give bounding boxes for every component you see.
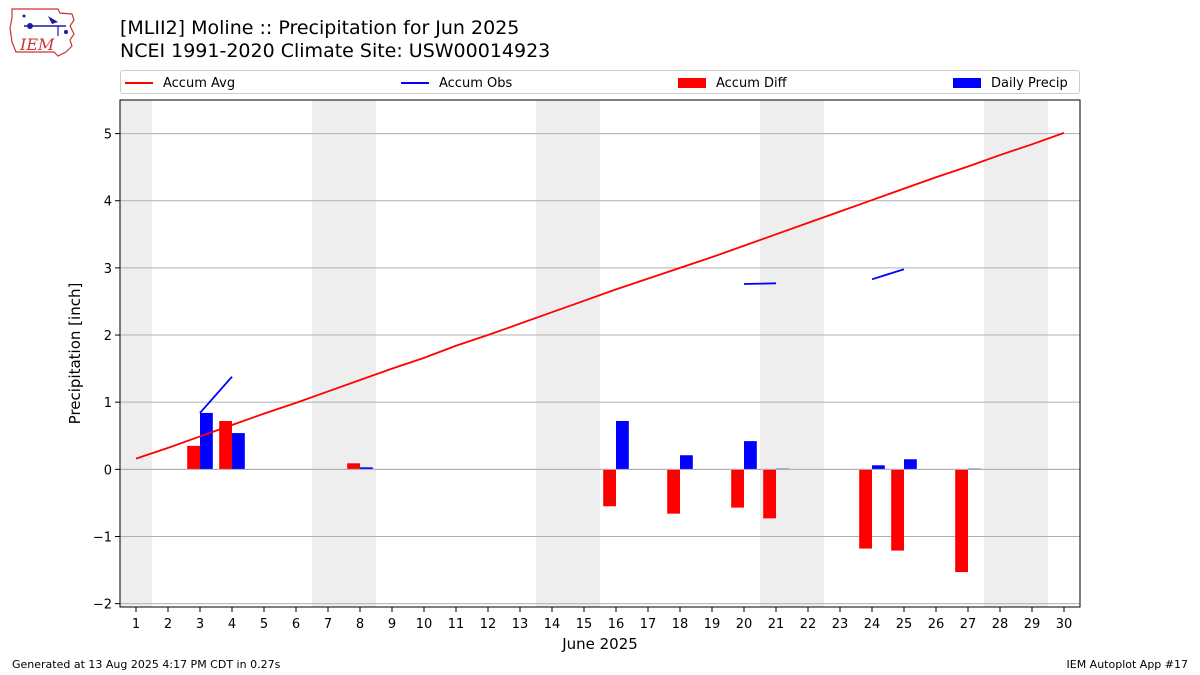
x-tick-label-15: 15 bbox=[576, 617, 593, 632]
accum-obs-segment-2 bbox=[871, 268, 905, 281]
daily-precip-bar-day-3 bbox=[200, 412, 213, 470]
legend-label-accum-avg: Accum Avg bbox=[163, 75, 236, 91]
x-tick-label-19: 19 bbox=[704, 617, 721, 632]
x-tick-label-4: 4 bbox=[228, 617, 236, 632]
y-tick-label-2: 0 bbox=[104, 463, 112, 478]
logo-text: IEM bbox=[19, 35, 55, 54]
y-tick-label-3: 1 bbox=[104, 396, 112, 411]
y-axis-label: Precipitation [inch] bbox=[66, 283, 84, 425]
x-tick-label-13: 13 bbox=[512, 617, 529, 632]
x-tick-label-22: 22 bbox=[800, 617, 817, 632]
x-tick-label-10: 10 bbox=[416, 617, 433, 632]
weekend-band-8 bbox=[344, 100, 376, 607]
legend-swatch-daily-precip bbox=[953, 78, 981, 88]
legend-item-daily-precip: Daily Precip bbox=[953, 74, 1068, 92]
legend-item-accum-diff: Accum Diff bbox=[678, 74, 787, 92]
weekend-shading bbox=[120, 100, 1048, 607]
weekend-band-28 bbox=[984, 100, 1016, 607]
y-tick-label-6: 4 bbox=[104, 195, 112, 210]
x-tick-label-8: 8 bbox=[356, 617, 364, 632]
x-tick-label-17: 17 bbox=[640, 617, 657, 632]
accum-diff-bar-day-21 bbox=[763, 469, 776, 519]
legend: Accum Avg Accum Obs Accum Diff Daily Pre… bbox=[120, 70, 1080, 94]
accum-obs-segment-0 bbox=[199, 376, 233, 414]
legend-swatch-accum-obs bbox=[401, 82, 429, 84]
legend-item-accum-avg: Accum Avg bbox=[125, 74, 235, 92]
lines bbox=[135, 132, 1065, 460]
daily-precip-bar-day-18 bbox=[680, 455, 693, 470]
y-tick-label-0: −2 bbox=[93, 598, 112, 613]
x-tick-label-12: 12 bbox=[480, 617, 497, 632]
footer-generated: Generated at 13 Aug 2025 4:17 PM CDT in … bbox=[12, 658, 281, 671]
y-tick-label-1: −1 bbox=[93, 530, 112, 545]
x-tick-label-1: 1 bbox=[132, 617, 140, 632]
weekend-band-15 bbox=[568, 100, 600, 607]
y-tick-label-4: 2 bbox=[104, 329, 112, 344]
plot-frame bbox=[119, 99, 1081, 608]
x-tick-label-11: 11 bbox=[448, 617, 465, 632]
accum-obs-segment-1 bbox=[743, 282, 777, 285]
x-tick-label-26: 26 bbox=[928, 617, 945, 632]
weekend-band-29 bbox=[1016, 100, 1048, 607]
iem-logo: IEM bbox=[9, 8, 75, 57]
weekend-band-14 bbox=[536, 100, 568, 607]
legend-swatch-accum-diff bbox=[678, 78, 706, 88]
accum-diff-bar-day-24 bbox=[859, 469, 872, 549]
daily-precip-bar-day-8 bbox=[360, 467, 373, 470]
x-tick-label-3: 3 bbox=[196, 617, 204, 632]
x-tick-label-9: 9 bbox=[388, 617, 396, 632]
y-tick-label-5: 3 bbox=[104, 262, 112, 277]
accum-avg-line bbox=[135, 132, 1065, 460]
accum-diff-bar-day-27 bbox=[955, 469, 968, 573]
x-tick-label-27: 27 bbox=[960, 617, 977, 632]
x-tick-label-30: 30 bbox=[1056, 617, 1073, 632]
weekend-band-7 bbox=[312, 100, 344, 607]
footer-app-id: IEM Autoplot App #17 bbox=[1066, 658, 1189, 671]
weekend-band-22 bbox=[792, 100, 824, 607]
chart-title: [MLII2] Moline :: Precipitation for Jun … bbox=[120, 17, 520, 39]
legend-label-accum-obs: Accum Obs bbox=[439, 75, 513, 91]
y-tick-label-7: 5 bbox=[104, 128, 112, 143]
x-tick-label-29: 29 bbox=[1024, 617, 1041, 632]
daily-precip-bar-day-4 bbox=[232, 433, 245, 470]
x-tick-label-18: 18 bbox=[672, 617, 689, 632]
x-tick-label-16: 16 bbox=[608, 617, 625, 632]
weekend-band-1 bbox=[120, 100, 152, 607]
legend-label-accum-diff: Accum Diff bbox=[716, 75, 787, 91]
daily-precip-bar-day-25 bbox=[904, 459, 917, 470]
accum-diff-bar-day-20 bbox=[731, 469, 744, 508]
x-tick-label-28: 28 bbox=[992, 617, 1009, 632]
accum-diff-bar-day-18 bbox=[667, 469, 680, 514]
x-axis-label: June 2025 bbox=[561, 635, 638, 653]
x-tick-label-25: 25 bbox=[896, 617, 913, 632]
x-tick-label-5: 5 bbox=[260, 617, 268, 632]
chart-subtitle: NCEI 1991-2020 Climate Site: USW00014923 bbox=[120, 40, 551, 62]
legend-label-daily-precip: Daily Precip bbox=[991, 75, 1068, 91]
accum-diff-bar-day-4 bbox=[219, 420, 232, 470]
accum-diff-bar-day-16 bbox=[603, 469, 616, 507]
x-tick-label-7: 7 bbox=[324, 617, 332, 632]
x-tick-label-6: 6 bbox=[292, 617, 300, 632]
x-tick-label-23: 23 bbox=[832, 617, 849, 632]
x-tick-label-14: 14 bbox=[544, 617, 561, 632]
x-tick-label-21: 21 bbox=[768, 617, 785, 632]
legend-item-accum-obs: Accum Obs bbox=[401, 74, 512, 92]
daily-precip-bar-day-24 bbox=[872, 465, 885, 470]
daily-precip-bar-day-20 bbox=[744, 441, 757, 470]
accum-diff-bar-day-8 bbox=[347, 463, 360, 470]
weekend-band-21 bbox=[760, 100, 792, 607]
x-tick-label-20: 20 bbox=[736, 617, 753, 632]
accum-diff-bar-day-25 bbox=[891, 469, 904, 551]
x-tick-label-24: 24 bbox=[864, 617, 881, 632]
x-tick-label-2: 2 bbox=[164, 617, 172, 632]
legend-swatch-accum-avg bbox=[125, 82, 153, 84]
accum-diff-bar-day-3 bbox=[187, 445, 200, 470]
daily-precip-bar-day-16 bbox=[616, 420, 629, 470]
bars bbox=[120, 412, 1080, 573]
